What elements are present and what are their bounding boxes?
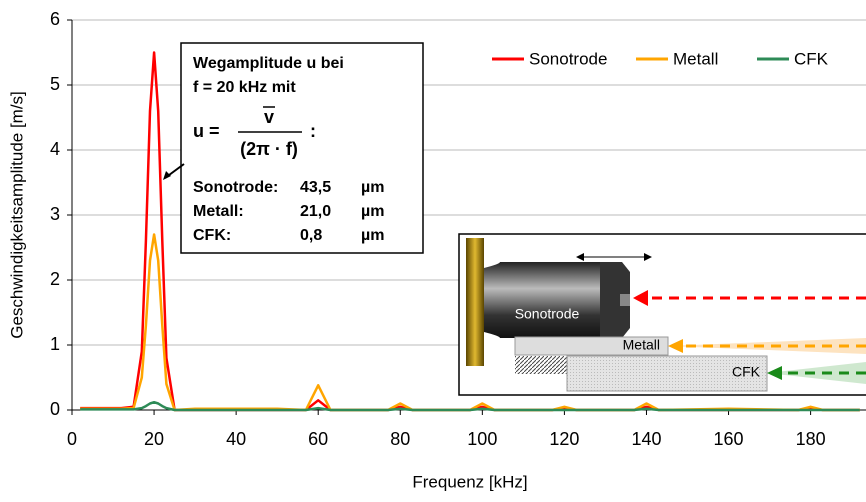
annotation-text: Metall: [193,203,244,220]
annotation-text: µm [361,227,384,244]
inset-label: CFK [732,364,761,380]
x-axis-label: Frequenz [kHz] [412,472,527,491]
annotation-text: u = [193,121,220,141]
annotation-text: 21,0 [300,203,331,220]
annotation-box [180,42,424,254]
y-axis-label: Geschwindigkeitsamplitude [m/s] [7,91,26,339]
y-tick-label: 3 [50,204,60,224]
x-tick-label: 140 [631,429,661,449]
annotation-text: µm [361,179,384,196]
annotation-text: 0,8 [300,227,322,244]
y-tick-label: 2 [50,269,60,289]
clamp [515,356,567,374]
annotation-text: f = 20 kHz mit [193,79,296,96]
x-tick-label: 20 [144,429,164,449]
inset: Sonotrode Metall CFK [458,233,866,396]
annotation-text: µm [361,203,384,220]
laser-arrowhead [668,339,683,353]
x-tick-label: 160 [714,429,744,449]
legend-label: CFK [794,49,829,68]
double-arrowhead [576,253,652,261]
inset-label: Metall [623,337,660,353]
x-tick-label: 100 [467,429,497,449]
x-tick-label: 120 [549,429,579,449]
y-tick-label: 6 [50,9,60,29]
annotation-text: (2π · f) [240,139,298,159]
legend-label: Metall [673,49,718,68]
beam [668,338,866,354]
cfk-plate [566,355,768,392]
tip-face [620,294,630,306]
annotation: Wegamplitude u bei f = 20 kHz mit u = v … [163,42,424,254]
x-tick-label: 0 [67,429,77,449]
y-tick-label: 0 [50,399,60,419]
series-line [80,400,860,412]
legend-label: Sonotrode [529,49,607,68]
y-tick-label: 1 [50,334,60,354]
sonotrode-tip [600,262,630,338]
annotation-arrowhead [163,171,171,180]
laser-arrowhead [767,366,782,380]
annotation-text: Wegamplitude u bei [193,55,344,72]
flange [466,238,484,366]
sonotrode-body [484,262,600,338]
inset-label: Sonotrode [515,306,580,322]
y-tick-label: 5 [50,74,60,94]
x-tick-label: 40 [226,429,246,449]
annotation-text: 43,5 [300,179,331,196]
annotation-text: : [310,121,316,141]
annotation-text: v [264,107,274,127]
x-tick-label: 80 [390,429,410,449]
annotation-text: CFK: [193,227,231,244]
x-tick-label: 180 [796,429,826,449]
x-tick-label: 60 [308,429,328,449]
beam [767,362,866,384]
annotation-text: Sonotrode: [193,179,278,196]
laser-arrowhead [633,290,648,306]
y-tick-label: 4 [50,139,60,159]
